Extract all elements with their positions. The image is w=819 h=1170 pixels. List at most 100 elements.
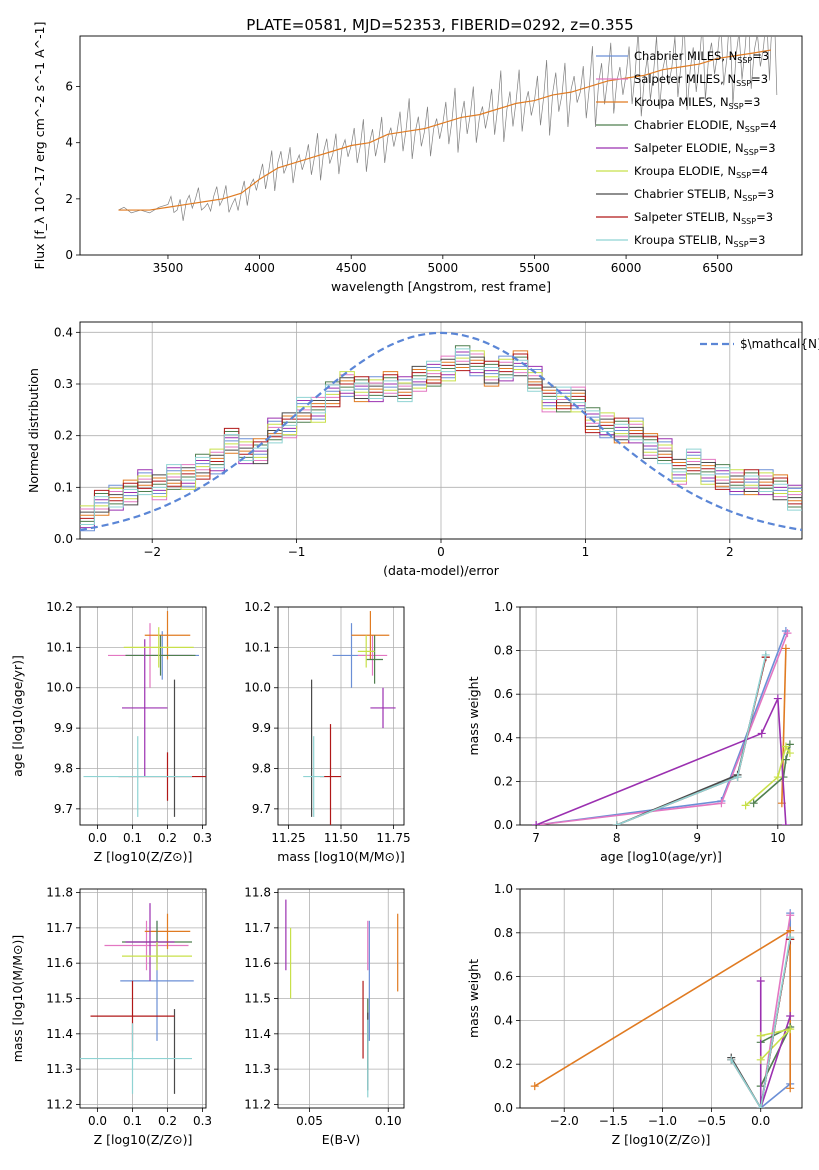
- mass-vs-Z-axes: 0.0 0.1 0.2 0.3 11.2 11.3 11.4 11.5 11.6 11.7 11.8…: [10, 886, 212, 1147]
- x-tick-label: 0.3: [193, 831, 212, 845]
- x-tick-label: −2.0: [550, 1114, 579, 1128]
- spectrum-axes: 3500 4000 4500 5000 5500 6000 6500 0 2 4 6 waveleng…: [32, 22, 803, 294]
- y-tick-label: 11.4: [46, 1027, 73, 1041]
- x-tick-label: −1.5: [599, 1114, 628, 1128]
- y-tick-label: 0.6: [494, 970, 513, 984]
- y-axis-label: mass [log10(M/M⊙)]: [10, 935, 25, 1063]
- weight-line: [753, 744, 791, 804]
- x-axis-label: Z [log10(Z/Z⊙)]: [612, 1132, 711, 1147]
- residual-hists: [80, 331, 802, 532]
- weight-line: [730, 937, 791, 1108]
- x-axis-label: Z [log10(Z/Z⊙)]: [94, 849, 193, 864]
- legend-entry: Kroupa STELIB, NSSP=3: [634, 233, 765, 249]
- y-tick-label: 4: [65, 136, 73, 150]
- spectrum-model-line: [118, 49, 771, 211]
- y-tick-label: 9.7: [252, 802, 271, 816]
- y-tick-label: 1.0: [494, 882, 513, 896]
- legend-entry: Salpeter MILES, NSSP=3: [634, 72, 768, 88]
- weight-marker: [781, 644, 790, 653]
- weight-marker: [733, 773, 742, 782]
- residual-histogram: [80, 348, 802, 526]
- weight-marker: [786, 933, 795, 942]
- weight-marker: [756, 976, 765, 985]
- weight-vs-Z-lines: [530, 909, 795, 1108]
- legend-entry: $\mathcal{N}(0,1)$: [740, 337, 819, 351]
- weight-vs-age-lines: [532, 626, 794, 825]
- weight-vs-age-axes: 7 8 9 10 0.0 0.2 0.4 0.6 0.8 1.0 age [log10(age/yr…: [466, 600, 803, 864]
- mass-vs-ebv-points: [285, 899, 399, 1098]
- x-axis-label: (data-model)/error: [383, 563, 500, 578]
- weight-marker: [786, 1012, 795, 1021]
- x-tick-label: 0.3: [193, 1114, 212, 1128]
- weight-vs-Z-axes: −2.0 −1.5 −1.0 −0.5 0.0 0.0 0.2 0.4 0.6 0.8 1.0 Z […: [466, 882, 803, 1147]
- x-tick-label: 0.0: [88, 831, 107, 845]
- plot-frame: [79, 888, 207, 1109]
- y-tick-label: 0.2: [494, 1057, 513, 1071]
- weight-line: [745, 744, 791, 806]
- y-tick-label: 0.4: [494, 1013, 513, 1027]
- x-tick-label: 0.0: [88, 1114, 107, 1128]
- y-axis-label: mass weight: [466, 676, 481, 755]
- y-tick-label: 11.4: [244, 1027, 271, 1041]
- x-tick-label: 0: [437, 545, 445, 559]
- x-tick-label: 6500: [702, 261, 733, 275]
- y-tick-label: 1.0: [494, 600, 513, 614]
- x-tick-label: 8: [613, 831, 621, 845]
- weight-marker: [786, 911, 795, 920]
- y-tick-label: 0.4: [494, 731, 513, 745]
- x-axis-label: mass [log10(M/M⊙)]: [277, 849, 405, 864]
- x-tick-label: −2: [143, 545, 161, 559]
- gaussian-curve: [80, 331, 802, 532]
- weight-marker: [786, 1025, 795, 1034]
- weight-line: [616, 654, 767, 825]
- y-tick-label: 2: [65, 192, 73, 206]
- x-axis-label: age [log10(age/yr)]: [600, 849, 722, 864]
- y-tick-label: 9.9: [252, 721, 271, 735]
- age-vs-mass-points: [303, 611, 396, 825]
- y-tick-label: 0.0: [54, 532, 73, 546]
- legend-entry: Kroupa ELODIE, NSSP=4: [634, 164, 768, 180]
- y-tick-label: 11.8: [244, 886, 271, 900]
- x-tick-label: 1: [582, 545, 590, 559]
- weight-marker: [783, 629, 792, 638]
- weight-marker: [773, 773, 782, 782]
- plot-frame: [277, 888, 405, 1109]
- residual-histogram: [80, 353, 802, 519]
- x-tick-label: −0.5: [697, 1114, 726, 1128]
- y-tick-label: 11.6: [46, 956, 73, 970]
- y-tick-label: 11.7: [244, 921, 271, 935]
- plots: 3500 4000 4500 5000 5500 6000 6500 0 2 4 6 waveleng…: [10, 22, 819, 1147]
- x-axis-label: wavelength [Angstrom, rest frame]: [331, 279, 551, 294]
- y-tick-label: 0.0: [494, 818, 513, 832]
- y-tick-label: 10.2: [46, 600, 73, 614]
- y-tick-label: 11.8: [46, 886, 73, 900]
- y-tick-label: 0.1: [54, 480, 73, 494]
- y-axis-label: mass weight: [466, 959, 481, 1038]
- y-tick-label: 0.8: [494, 644, 513, 658]
- mass-vs-Z-points: [80, 903, 194, 1094]
- x-tick-label: 0.1: [123, 1114, 142, 1128]
- y-axis-label: Normed distribution: [26, 368, 41, 493]
- weight-marker: [717, 799, 726, 808]
- y-tick-label: 10.0: [244, 681, 271, 695]
- x-tick-label: −1: [288, 545, 306, 559]
- weight-marker: [727, 1055, 736, 1064]
- x-tick-label: 7: [532, 831, 540, 845]
- weight-marker: [781, 821, 790, 825]
- weight-marker: [757, 729, 766, 738]
- weight-marker: [785, 740, 794, 749]
- x-tick-label: 3500: [153, 261, 184, 275]
- weight-marker: [532, 821, 541, 825]
- x-tick-label: 0.2: [158, 831, 177, 845]
- plot-frame: [79, 35, 803, 256]
- plot-frame: [519, 888, 803, 1109]
- x-tick-label: 4000: [244, 261, 275, 275]
- y-tick-label: 10.0: [46, 681, 73, 695]
- x-axis-label: Z [log10(Z/Z⊙)]: [94, 1132, 193, 1147]
- y-tick-label: 11.2: [46, 1097, 73, 1111]
- age-vs-Z-points: [83, 611, 206, 817]
- y-tick-label: 9.8: [252, 761, 271, 775]
- plot-frame: [277, 606, 405, 826]
- residuals-axes: −2 −1 0 1 2 0.0 0.1 0.2 0.3 0.4 (data-model)/error…: [26, 321, 803, 578]
- x-tick-label: 5500: [519, 261, 550, 275]
